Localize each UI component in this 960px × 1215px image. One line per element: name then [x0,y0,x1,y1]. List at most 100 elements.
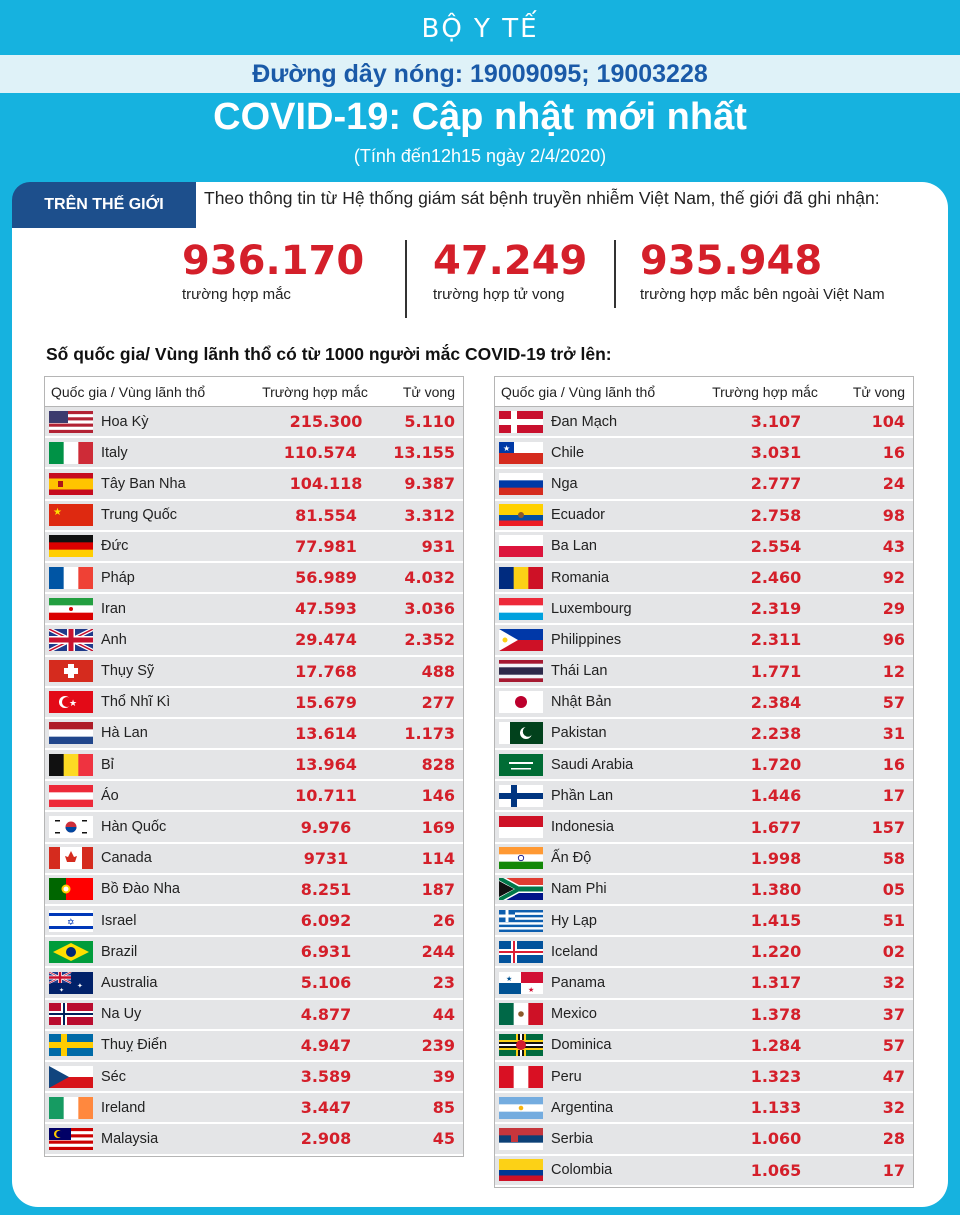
cases-value: 6.931 [300,942,352,962]
cases-value: 9.976 [300,817,352,837]
deaths-value: 28 [882,1129,905,1149]
cases-value: 2.311 [750,630,802,650]
country-name: Romania [551,569,610,586]
deaths-value: 05 [882,879,905,899]
country-name: Ấn Độ [551,850,592,867]
cases-value: 29.474 [295,630,357,650]
flag-tr-icon: ★ [49,691,93,714]
flag-mx-icon [499,1003,543,1026]
country-name: Serbia [551,1130,593,1147]
cases-value: 47.593 [295,599,357,619]
table-row: Ấn Độ 1.998 58 [495,843,913,875]
cases-value: 104.118 [289,474,363,494]
stat-total-cases: 936.170 trường hợp mắc [182,238,364,303]
table-row: Iceland 1.220 02 [495,937,913,969]
deaths-value: 29 [882,599,905,619]
deaths-value: 44 [432,1004,455,1024]
table-row: Ireland 3.447 85 [45,1093,463,1125]
deaths-value: 32 [882,1098,905,1118]
flag-jp-icon [499,691,543,714]
table-row: Tây Ban Nha 104.118 9.387 [45,469,463,501]
deaths-value: 13.155 [393,443,455,463]
deaths-value: 58 [882,848,905,868]
deaths-value: 51 [882,911,905,931]
deaths-value: 16 [882,443,905,463]
deaths-value: 114 [421,848,455,868]
flag-at-icon [49,784,93,807]
table-row: Anh 29.474 2.352 [45,625,463,657]
flag-ec-icon [499,504,543,527]
header-country: Quốc gia / Vùng lãnh thổ [501,383,656,400]
table-row: Philippines 2.311 96 [495,625,913,657]
deaths-value: 39 [432,1067,455,1087]
table-row: ★ ★ Panama 1.317 32 [495,968,913,1000]
flag-br-icon [49,940,93,963]
deaths-value: 488 [421,661,455,681]
table-row: Dominica 1.284 57 [495,1030,913,1062]
country-name: Đức [101,538,129,555]
country-name: Malaysia [101,1130,159,1147]
flag-rs-icon [499,1127,543,1150]
stat-label: trường hợp tử vong [433,286,565,303]
deaths-value: 187 [421,879,455,899]
cases-value: 81.554 [295,505,357,525]
flag-za-icon [499,878,543,901]
cases-value: 1.720 [750,755,802,775]
table-row: Mexico 1.378 37 [495,999,913,1031]
country-name: Thái Lan [551,663,608,680]
table-row: ★ Thổ Nhĩ Kì 15.679 277 [45,687,463,719]
hotline-banner: Đường dây nóng: 19009095; 19003228 [0,55,960,93]
flag-us-icon [49,410,93,433]
cases-value: 17.768 [295,661,357,681]
table-row: Ecuador 2.758 98 [495,500,913,532]
flag-co-icon [499,1159,543,1182]
country-name: Hà Lan [101,725,148,742]
deaths-value: 85 [432,1098,455,1118]
flag-pk-icon [499,722,543,745]
deaths-value: 24 [882,474,905,494]
deaths-value: 57 [882,692,905,712]
flag-es-icon [49,472,93,495]
flag-ar-icon [499,1096,543,1119]
flag-in-icon [499,847,543,870]
table-row: Thái Lan 1.771 12 [495,656,913,688]
svg-text:★: ★ [53,507,62,518]
table-row: Hoa Kỳ 215.300 5.110 [45,407,463,439]
cases-value: 6.092 [300,911,352,931]
cases-value: 2.384 [750,692,802,712]
cases-value: 2.460 [750,568,802,588]
deaths-value: 47 [882,1067,905,1087]
table-row: ✦ ✦ Australia 5.106 23 [45,968,463,1000]
table-body: Đan Mạch 3.107 104 ★ Chile 3.031 16 Nga 2.777 24 E… [495,407,913,1187]
cases-value: 1.378 [750,1004,802,1024]
table-row: Hy Lạp 1.415 51 [495,906,913,938]
header-cases: Trường hợp mắc [262,383,368,400]
header-country: Quốc gia / Vùng lãnh thổ [51,383,206,400]
flag-cn-icon: ★ [49,504,93,527]
table-row: Thuỵ Điển 4.947 239 [45,1030,463,1062]
deaths-value: 02 [882,942,905,962]
cases-value: 1.317 [750,973,802,993]
table-row: Indonesia 1.677 157 [495,812,913,844]
table-row: Colombia 1.065 17 [495,1155,913,1187]
flag-is-icon [499,940,543,963]
world-section-tag: TRÊN THẾ GIỚI [12,182,196,228]
table-row: Luxembourg 2.319 29 [495,594,913,626]
country-name: Na Uy [101,1006,142,1023]
cases-value: 1.415 [750,911,802,931]
country-name: Indonesia [551,819,614,836]
deaths-value: 3.312 [404,505,455,525]
deaths-value: 23 [432,973,455,993]
stat-label: trường hợp mắc bên ngoài Việt Nam [640,286,885,303]
cases-value: 1.771 [750,661,802,681]
flag-it-icon [49,441,93,464]
flag-my-icon [49,1127,93,1150]
cases-value: 1.677 [750,817,802,837]
cases-value: 10.711 [295,786,357,806]
deaths-value: 43 [882,536,905,556]
deaths-value: 5.110 [404,412,455,432]
table-row: Séc 3.589 39 [45,1061,463,1094]
table-row: Áo 10.711 146 [45,781,463,813]
table-row: Nhật Bản 2.384 57 [495,687,913,719]
cases-value: 1.380 [750,879,802,899]
